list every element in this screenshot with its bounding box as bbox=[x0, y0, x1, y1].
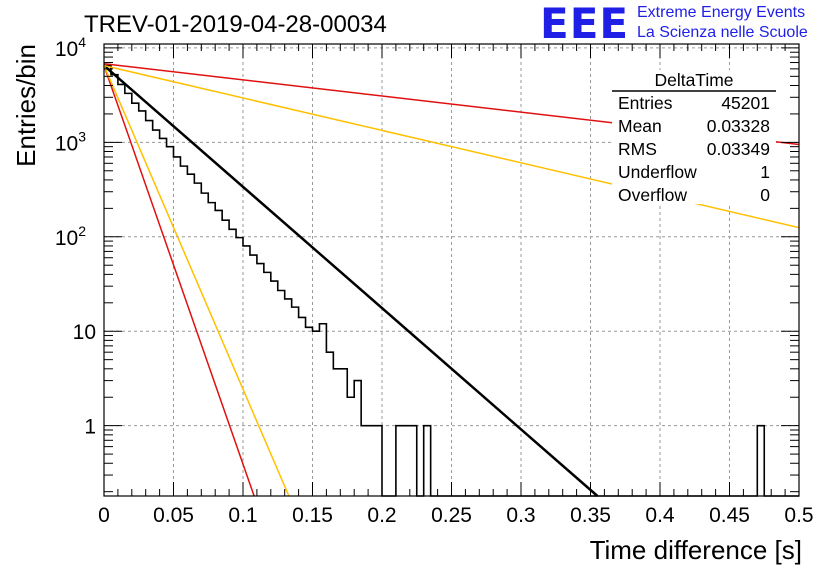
stats-value: 0 bbox=[760, 185, 770, 205]
stats-title: DeltaTime bbox=[654, 70, 734, 90]
stats-label: RMS bbox=[618, 139, 657, 159]
stats-label: Entries bbox=[618, 93, 673, 113]
y-tick-label: 10 bbox=[73, 321, 96, 344]
stats-row-mean: Mean 0.03328 bbox=[618, 116, 770, 136]
fit-line-0 bbox=[103, 64, 599, 497]
grid-lines bbox=[104, 44, 799, 496]
stats-value: 0.03349 bbox=[706, 139, 770, 159]
stats-row-overflow: Overflow 0 bbox=[618, 185, 770, 205]
x-tick-label: 0.25 bbox=[431, 504, 472, 527]
x-tick-label: 0 bbox=[98, 504, 110, 527]
y-tick-label: 103 bbox=[55, 128, 86, 155]
y-tick-label: 104 bbox=[55, 34, 86, 61]
chart-title: TREV-01-2019-04-28-00034 bbox=[84, 11, 387, 38]
eee-logo: EEE bbox=[540, 0, 630, 48]
x-axis-label: Time difference [s] bbox=[590, 535, 802, 565]
y-tick-label: 1 bbox=[84, 416, 96, 439]
logo-line-2: La Scienza nelle Scuole bbox=[637, 24, 808, 41]
stats-label: Underflow bbox=[618, 162, 697, 182]
stats-value: 45201 bbox=[721, 93, 770, 113]
stats-label: Mean bbox=[618, 116, 662, 136]
x-ticks: 0 0.05 0.1 0.15 0.2 0.25 0.3 0.35 0.4 0.45 0.5 bbox=[98, 44, 814, 527]
stats-box bbox=[612, 70, 776, 204]
stats-row-underflow: Underflow 1 bbox=[618, 162, 770, 182]
stats-row-entries: Entries 45201 bbox=[618, 93, 770, 113]
stats-value: 1 bbox=[760, 162, 770, 182]
x-tick-label: 0.4 bbox=[645, 504, 675, 527]
x-tick-label: 0.3 bbox=[506, 504, 535, 527]
x-tick-label: 0.15 bbox=[292, 504, 333, 527]
stats-label: Overflow bbox=[618, 185, 688, 205]
x-tick-label: 0.05 bbox=[153, 504, 194, 527]
y-tick-label: 102 bbox=[55, 223, 86, 250]
stats-row-rms: RMS 0.03349 bbox=[618, 139, 770, 159]
eee-logo-text: Extreme Energy Events La Scienza nelle S… bbox=[637, 3, 808, 43]
x-tick-label: 0.5 bbox=[784, 504, 813, 527]
fit-line-4 bbox=[103, 65, 290, 497]
y-axis-label: Entries/bin bbox=[11, 44, 41, 167]
x-tick-label: 0.45 bbox=[709, 504, 750, 527]
x-tick-label: 0.35 bbox=[570, 504, 611, 527]
x-tick-label: 0.1 bbox=[228, 504, 257, 527]
x-tick-label: 0.2 bbox=[367, 504, 396, 527]
stats-value: 0.03328 bbox=[706, 116, 770, 136]
fit-line-2 bbox=[103, 65, 255, 497]
logo-line-1: Extreme Energy Events bbox=[637, 4, 806, 21]
